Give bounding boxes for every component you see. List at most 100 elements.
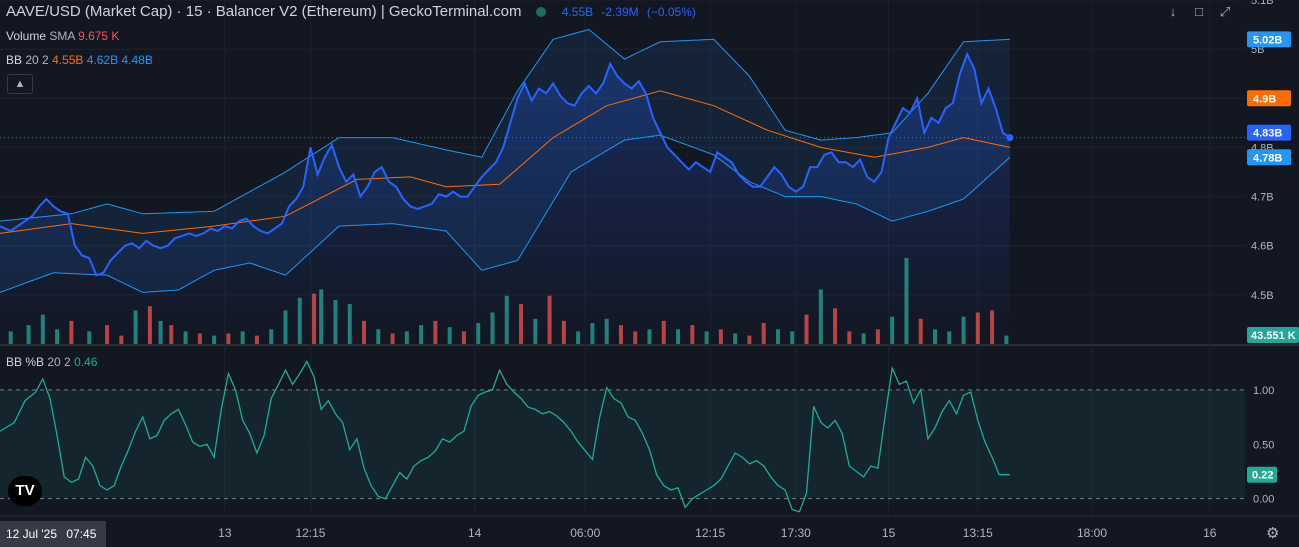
pctb-params: 20 2	[47, 355, 71, 369]
price-badge-label: 5.02B	[1253, 34, 1282, 46]
price-badge-label: 4.9B	[1253, 93, 1276, 105]
volume-bar	[105, 325, 110, 344]
volume-bar	[904, 257, 909, 344]
market-status-icon	[535, 7, 546, 17]
volume-bar	[447, 327, 452, 344]
volume-bar	[333, 299, 338, 344]
volume-bar	[932, 329, 937, 344]
volume-bar	[55, 329, 60, 344]
volume-bar	[847, 331, 852, 344]
volume-bar	[818, 289, 823, 344]
price-badge	[1247, 31, 1291, 48]
bb-basis-line	[0, 90, 1011, 234]
volume-bar	[158, 320, 163, 344]
volume-bar	[297, 297, 302, 344]
volume-bar	[618, 325, 623, 344]
price-tick-label: 4.6B	[1251, 241, 1274, 253]
volume-bar	[40, 314, 45, 344]
volume-bar	[804, 314, 809, 344]
volume-bar	[561, 320, 566, 344]
bb-lower-line	[0, 134, 1011, 293]
volume-bar	[87, 331, 92, 344]
volume-bar	[690, 325, 695, 344]
volume-bar	[890, 316, 895, 344]
pctb-value: 0.46	[74, 355, 98, 369]
volume-bars	[8, 257, 1009, 344]
price-badge	[1247, 90, 1291, 107]
volume-bar	[319, 289, 324, 344]
volume-bar	[1004, 335, 1009, 344]
volume-bar	[533, 318, 538, 344]
volume-bar	[990, 310, 995, 344]
volume-bar	[461, 331, 466, 344]
volume-bar	[833, 308, 838, 344]
time-tick-label: 16	[1203, 526, 1217, 540]
pctb-label: BB %B	[6, 355, 45, 369]
time-tick-label: 17:30	[781, 526, 811, 540]
volume-bar	[347, 304, 352, 344]
volume-bar	[633, 331, 638, 344]
price-badge	[1247, 124, 1291, 141]
volume-bar	[676, 329, 681, 344]
volume-bar	[733, 333, 738, 344]
bb-basis-value: 4.55B	[52, 53, 84, 67]
volume-bar	[197, 333, 202, 344]
volume-bar	[376, 329, 381, 344]
volume-bar	[226, 333, 231, 344]
volume-value: 9.675 K	[78, 29, 120, 43]
volume-bar	[490, 312, 495, 344]
volume-bar	[362, 320, 367, 344]
bollinger-band-fill	[0, 29, 1010, 344]
volume-badge	[1247, 327, 1299, 343]
volume-label: Volume	[6, 29, 47, 43]
volume-bar	[312, 293, 317, 344]
time-tick-label: 12:15	[295, 526, 325, 540]
bb-legend[interactable]: BB 20 2 4.55B 4.62B 4.48B	[6, 53, 153, 67]
volume-bar	[183, 331, 188, 344]
price-area-fill	[0, 54, 1010, 344]
volume-bar	[547, 295, 552, 344]
collapse-legend-button[interactable]: ▲	[7, 74, 33, 94]
time-tick-label: 12:15	[695, 526, 725, 540]
volume-bar	[604, 318, 609, 344]
tradingview-logo[interactable]: TV	[8, 476, 42, 506]
volume-legend[interactable]: Volume SMA 9.675 K	[6, 29, 119, 43]
crosshair-time: 07:45	[66, 527, 97, 541]
volume-bar	[747, 335, 752, 344]
volume-bar	[476, 323, 481, 344]
time-tick-label: 13	[218, 526, 232, 540]
time-tick-label: 15	[882, 526, 896, 540]
pctb-line	[0, 360, 1010, 513]
pctb-badge	[1247, 466, 1277, 483]
bb-label: BB	[6, 53, 23, 67]
volume-bar	[419, 325, 424, 344]
time-tick-label: 14	[468, 526, 482, 540]
price-tick-label: 4.7B	[1251, 192, 1274, 204]
fullscreen-icon[interactable]: ⤢	[1219, 4, 1231, 19]
crosshair-date: 12 Jul '25	[6, 527, 57, 541]
bb-upper-line	[0, 28, 1010, 222]
volume-badge-label: 43.551 K	[1251, 330, 1296, 342]
arrow-down-icon[interactable]: ↓	[1169, 4, 1177, 19]
volume-ma-label: SMA	[49, 29, 75, 43]
gear-icon[interactable]: ⚙	[1266, 525, 1280, 542]
last-price-dot	[1006, 134, 1014, 142]
volume-bar	[590, 323, 595, 344]
volume-bar	[433, 320, 438, 344]
volume-bar	[861, 333, 866, 344]
time-tick-label: 13:15	[963, 526, 993, 540]
volume-bar	[269, 329, 274, 344]
volume-bar	[283, 310, 288, 344]
volume-bar	[704, 331, 709, 344]
bb-lower-value: 4.48B	[121, 53, 153, 67]
volume-bar	[69, 320, 74, 344]
change-value: -2.39M	[601, 5, 639, 19]
pctb-legend[interactable]: BB %B 20 2 0.46	[6, 355, 97, 369]
price-series	[0, 28, 1245, 293]
pctb-series	[0, 360, 1245, 513]
volume-bar	[169, 325, 174, 344]
volume-bar	[647, 329, 652, 344]
expand-icon[interactable]: □	[1195, 4, 1203, 19]
volume-bar	[918, 318, 923, 344]
